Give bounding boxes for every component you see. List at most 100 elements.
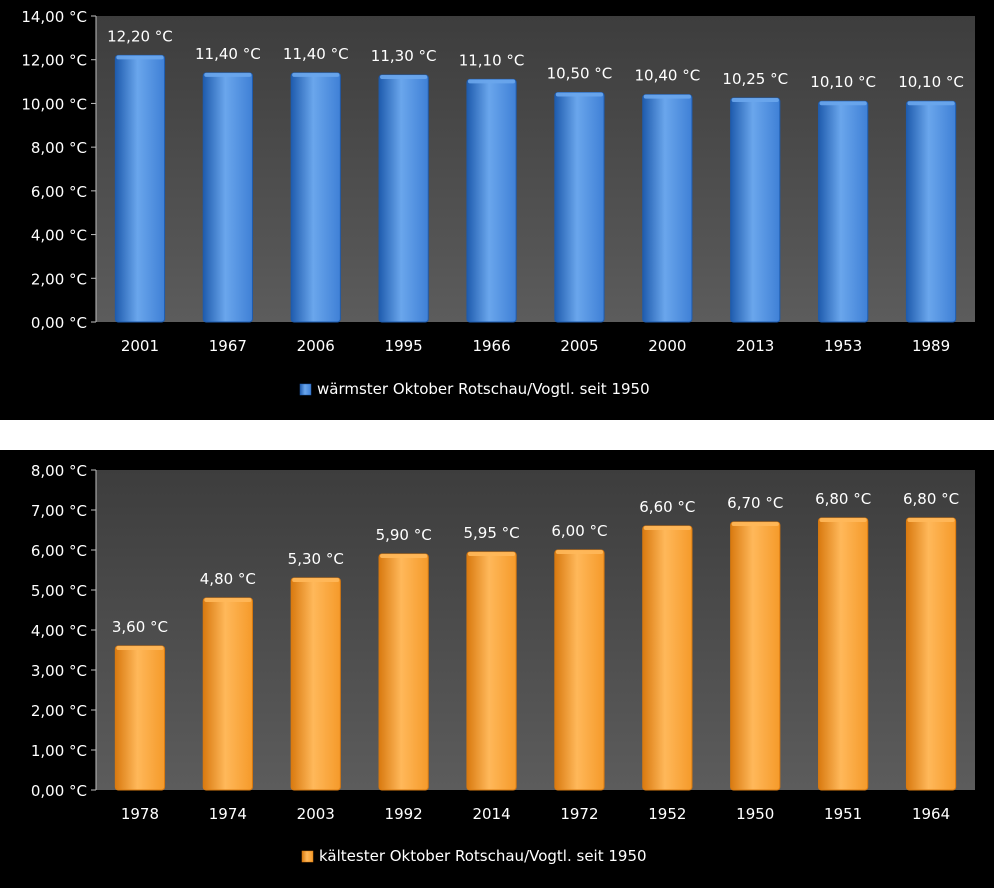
bar [290, 577, 341, 791]
data-label: 11,40 °C [283, 45, 349, 63]
x-tick-label: 2001 [121, 337, 159, 355]
bar [290, 72, 341, 323]
data-label: 11,30 °C [371, 47, 437, 65]
bar [730, 97, 781, 323]
x-tick-label: 1989 [912, 337, 950, 355]
data-label: 10,10 °C [810, 73, 876, 91]
bar [818, 100, 869, 323]
y-tick-label: 4,00 °C [31, 227, 87, 245]
bar [114, 54, 166, 323]
bar [466, 551, 517, 791]
bar-top-cap [643, 94, 691, 99]
data-label: 3,60 °C [112, 618, 168, 636]
data-label: 11,40 °C [195, 45, 261, 63]
x-tick-label: 1964 [912, 805, 950, 823]
data-label: 5,90 °C [376, 526, 432, 544]
x-tick-label: 1952 [648, 805, 686, 823]
bar-top-cap [731, 522, 779, 526]
y-tick-label: 10,00 °C [21, 95, 87, 113]
bar-top-cap [116, 646, 164, 650]
y-tick-label: 2,00 °C [31, 702, 87, 720]
bar-top-cap [204, 72, 252, 77]
coldest-october-chart-svg: 0,00 °C 1,00 °C 2,00 °C 3,00 °C 4,00 °C 5,00 … [31, 462, 975, 865]
x-tick-label: 1978 [121, 805, 159, 823]
bar [378, 74, 429, 323]
x-tick-label: 1966 [472, 337, 510, 355]
y-tick-label: 3,00 °C [31, 662, 87, 680]
bar-top-cap [380, 75, 428, 80]
bar [378, 553, 429, 791]
x-tick-label: 1953 [824, 337, 862, 355]
y-tick-label: 6,00 °C [31, 542, 87, 560]
y-tick-label: 14,00 °C [21, 8, 87, 26]
bar [730, 521, 781, 791]
bar-top-cap [819, 518, 867, 522]
legend-label: kältester Oktober Rotschau/Vogtl. seit 1… [319, 847, 647, 865]
bar [554, 92, 605, 323]
x-tick-label: 1992 [385, 805, 423, 823]
bar-top-cap [292, 578, 340, 582]
bar [642, 525, 693, 791]
legend: kältester Oktober Rotschau/Vogtl. seit 1… [301, 847, 647, 865]
y-tick-label: 8,00 °C [31, 462, 87, 480]
data-label: 12,20 °C [107, 27, 173, 45]
data-label: 6,60 °C [639, 498, 695, 516]
bar-top-cap [116, 55, 164, 60]
y-tick-label: 5,00 °C [31, 582, 87, 600]
bar [202, 597, 253, 791]
y-tick-label: 1,00 °C [31, 742, 87, 760]
bar [818, 517, 869, 791]
bar-top-cap [819, 101, 867, 106]
legend-swatch [299, 383, 312, 396]
bar-top-cap [643, 526, 691, 530]
x-tick-label: 2003 [297, 805, 335, 823]
x-tick-label: 1950 [736, 805, 774, 823]
x-tick-label: 1972 [560, 805, 598, 823]
bar-top-cap [380, 554, 428, 558]
y-tick-label: 12,00 °C [21, 52, 87, 70]
data-label: 6,00 °C [551, 522, 607, 540]
bar [114, 645, 166, 791]
data-label: 11,10 °C [459, 51, 525, 69]
x-tick-label: 1951 [824, 805, 862, 823]
data-label: 10,25 °C [722, 70, 788, 88]
bar-top-cap [467, 79, 516, 84]
data-label: 6,70 °C [727, 494, 783, 512]
bar [642, 94, 693, 323]
warmest-october-chart-svg: 0,00 °C 2,00 °C 4,00 °C 6,00 °C 8,00 °C 10,00… [21, 8, 975, 398]
x-tick-label: 2000 [648, 337, 686, 355]
x-tick-label: 2006 [297, 337, 335, 355]
x-tick-label: 1974 [209, 805, 247, 823]
data-label: 10,40 °C [635, 67, 701, 85]
bar-top-cap [204, 598, 252, 602]
warmest-october-chart: 0,00 °C 2,00 °C 4,00 °C 6,00 °C 8,00 °C 10,00… [0, 0, 994, 420]
y-tick-label: 0,00 °C [31, 782, 87, 800]
x-tick-label: 1967 [209, 337, 247, 355]
y-tick-label: 8,00 °C [31, 139, 87, 157]
data-label: 5,95 °C [463, 524, 519, 542]
bar-top-cap [555, 550, 604, 554]
y-tick-label: 0,00 °C [31, 314, 87, 332]
x-tick-label: 2005 [560, 337, 598, 355]
bar [554, 549, 605, 791]
y-tick-label: 7,00 °C [31, 502, 87, 520]
data-label: 6,80 °C [815, 490, 871, 508]
bar-top-cap [907, 101, 955, 106]
bar-top-cap [555, 92, 604, 97]
bar-top-cap [467, 552, 516, 556]
data-label: 4,80 °C [200, 570, 256, 588]
bar-top-cap [907, 518, 955, 522]
bar [202, 72, 253, 323]
data-label: 5,30 °C [288, 550, 344, 568]
bar-top-cap [292, 72, 340, 77]
coldest-october-chart: 0,00 °C 1,00 °C 2,00 °C 3,00 °C 4,00 °C 5,00 … [0, 450, 994, 888]
legend-label: wärmster Oktober Rotschau/Vogtl. seit 19… [317, 380, 650, 398]
data-label: 10,50 °C [547, 65, 613, 83]
bar [905, 100, 957, 323]
x-tick-label: 2014 [472, 805, 510, 823]
y-tick-label: 2,00 °C [31, 270, 87, 288]
y-tick-label: 4,00 °C [31, 622, 87, 640]
bar [466, 78, 517, 323]
x-tick-label: 2013 [736, 337, 774, 355]
legend: wärmster Oktober Rotschau/Vogtl. seit 19… [299, 380, 650, 398]
